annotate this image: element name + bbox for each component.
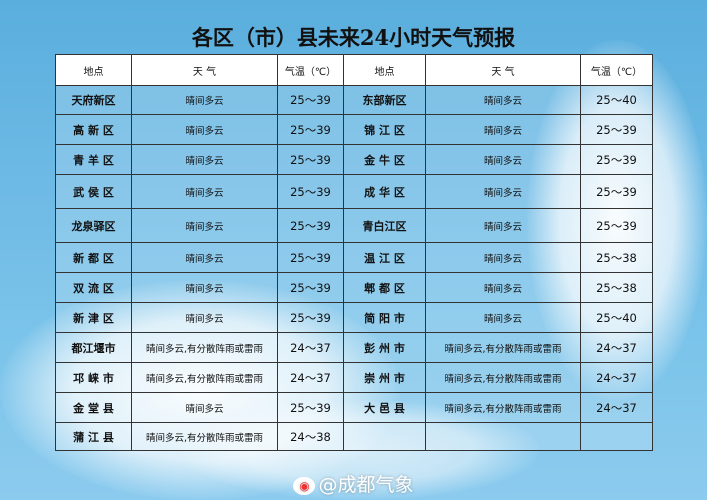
- header-row: 地点 天 气 气温（℃） 地点 天 气 气温（℃）: [55, 54, 653, 86]
- cell-location: 金 牛 区: [343, 144, 426, 175]
- cell-temperature: 25～39: [277, 174, 344, 209]
- footer-watermark: ◉ @成都气象: [0, 470, 707, 497]
- cell-weather: 晴间多云: [131, 302, 278, 333]
- cell-temperature: 25～39: [580, 208, 653, 243]
- cell-temperature: 24～37: [277, 332, 344, 363]
- cell-weather: 晴间多云: [425, 208, 581, 243]
- cell-temperature: 25～40: [580, 302, 653, 333]
- cell-temperature: 25～39: [277, 242, 344, 273]
- table-row: 金 堂 县晴间多云 25～39 大 邑 县晴间多云,有分散阵雨或雷雨 24～37: [55, 392, 653, 423]
- table-row: 新 都 区晴间多云 25～39 温 江 区晴间多云 25～38: [55, 242, 653, 273]
- cell-temperature: 25～39: [277, 272, 344, 303]
- cell-temperature: 24～37: [277, 362, 344, 393]
- cell-temperature: 25～40: [580, 85, 653, 115]
- cell-temperature: 25～39: [580, 174, 653, 209]
- cell-location: 邛 崃 市: [55, 362, 132, 393]
- cell-location: 龙泉驿区: [55, 208, 132, 243]
- cell-temperature: 25～39: [277, 302, 344, 333]
- cell-location: 天府新区: [55, 85, 132, 115]
- header-weather: 天 气: [131, 54, 278, 86]
- table-row: 青 羊 区晴间多云 25～39 金 牛 区晴间多云 25～39: [55, 144, 653, 175]
- cell-location: 大 邑 县: [343, 392, 426, 423]
- weibo-icon: ◉: [293, 476, 316, 495]
- cell-weather: 晴间多云,有分散阵雨或雷雨: [425, 392, 581, 423]
- cell-location: [343, 422, 426, 451]
- header-location: 地点: [343, 54, 426, 86]
- cell-weather: 晴间多云,有分散阵雨或雷雨: [131, 332, 278, 363]
- footer-text: @成都气象: [318, 474, 414, 496]
- cell-location: 简 阳 市: [343, 302, 426, 333]
- table-row: 都江堰市 晴间多云,有分散阵雨或雷雨 24～37 彭 州 市晴间多云,有分散阵雨或雷雨…: [55, 332, 653, 363]
- cell-temperature: 25～39: [580, 114, 653, 145]
- table-row: 天府新区 晴间多云 25～39 东部新区 晴间多云 25～40: [55, 85, 653, 115]
- cell-weather: 晴间多云: [131, 85, 278, 115]
- cell-weather: 晴间多云: [131, 242, 278, 273]
- cell-weather: 晴间多云: [131, 208, 278, 243]
- cell-location: 成 华 区: [343, 174, 426, 209]
- cell-weather: 晴间多云: [425, 144, 581, 175]
- cell-location: 彭 州 市: [343, 332, 426, 363]
- header-location: 地点: [55, 54, 132, 86]
- table-row: 高 新 区晴间多云 25～39 锦 江 区晴间多云 25～39: [55, 114, 653, 145]
- cell-weather: 晴间多云: [425, 114, 581, 145]
- cell-weather: 晴间多云,有分散阵雨或雷雨: [425, 332, 581, 363]
- cell-weather: [425, 422, 581, 451]
- table-row: 龙泉驿区 晴间多云 25～39 青白江区 晴间多云 25～39: [55, 208, 653, 243]
- cell-location: 青白江区: [343, 208, 426, 243]
- cell-weather: 晴间多云: [131, 174, 278, 209]
- cell-temperature: 25～39: [277, 392, 344, 423]
- cell-temperature: 24～38: [277, 422, 344, 451]
- cell-temperature: 25～39: [580, 144, 653, 175]
- cell-temperature: 25～39: [277, 144, 344, 175]
- cell-temperature: 25～38: [580, 242, 653, 273]
- cell-temperature: 24～37: [580, 392, 653, 423]
- cell-location: 温 江 区: [343, 242, 426, 273]
- cell-location: 青 羊 区: [55, 144, 132, 175]
- cell-temperature: 24～37: [580, 362, 653, 393]
- cell-temperature: 25～39: [277, 208, 344, 243]
- cell-location: 武 侯 区: [55, 174, 132, 209]
- cell-location: 双 流 区: [55, 272, 132, 303]
- cell-location: 新 都 区: [55, 242, 132, 273]
- header-temp: 气温（℃）: [277, 54, 344, 86]
- cell-location: 金 堂 县: [55, 392, 132, 423]
- cell-weather: 晴间多云: [131, 144, 278, 175]
- cell-location: 高 新 区: [55, 114, 132, 145]
- header-weather: 天 气: [425, 54, 581, 86]
- table-row: 双 流 区晴间多云 25～39 郫 都 区晴间多云 25～38: [55, 272, 653, 303]
- cell-weather: 晴间多云,有分散阵雨或雷雨: [425, 362, 581, 393]
- table-row: 武 侯 区晴间多云 25～39 成 华 区晴间多云 25～39: [55, 174, 653, 209]
- cell-location: 崇 州 市: [343, 362, 426, 393]
- cell-weather: 晴间多云: [131, 114, 278, 145]
- cell-location: 蒲 江 县: [55, 422, 132, 451]
- cell-weather: 晴间多云: [131, 272, 278, 303]
- cell-weather: 晴间多云: [425, 242, 581, 273]
- cell-temperature: 24～37: [580, 332, 653, 363]
- cell-weather: 晴间多云: [425, 302, 581, 333]
- table-row: 新 津 区晴间多云 25～39 简 阳 市晴间多云 25～40: [55, 302, 653, 333]
- cell-temperature: 25～39: [277, 85, 344, 115]
- cell-temperature: 25～38: [580, 272, 653, 303]
- cell-location: 新 津 区: [55, 302, 132, 333]
- cell-weather: 晴间多云: [425, 174, 581, 209]
- table-row: 邛 崃 市晴间多云,有分散阵雨或雷雨 24～37 崇 州 市晴间多云,有分散阵雨或雷…: [55, 362, 653, 393]
- page-title: 各区（市）县未来24小时天气预报: [191, 25, 516, 50]
- cell-weather: 晴间多云,有分散阵雨或雷雨: [131, 422, 278, 451]
- cell-weather: 晴间多云: [425, 272, 581, 303]
- cell-location: 锦 江 区: [343, 114, 426, 145]
- forecast-table: 地点 天 气 气温（℃） 地点 天 气 气温（℃） 天府新区 晴间多云 25～39 东…: [55, 54, 653, 451]
- cell-location: 郫 都 区: [343, 272, 426, 303]
- cell-location: 东部新区: [343, 85, 426, 115]
- cell-weather: 晴间多云: [425, 85, 581, 115]
- cell-temperature: 25～39: [277, 114, 344, 145]
- cell-location: 都江堰市: [55, 332, 132, 363]
- cell-weather: 晴间多云,有分散阵雨或雷雨: [131, 362, 278, 393]
- header-temp: 气温（℃）: [580, 54, 653, 86]
- cell-temperature: [580, 422, 653, 451]
- table-row: 蒲 江 县晴间多云,有分散阵雨或雷雨 24～38: [55, 422, 653, 451]
- cell-weather: 晴间多云: [131, 392, 278, 423]
